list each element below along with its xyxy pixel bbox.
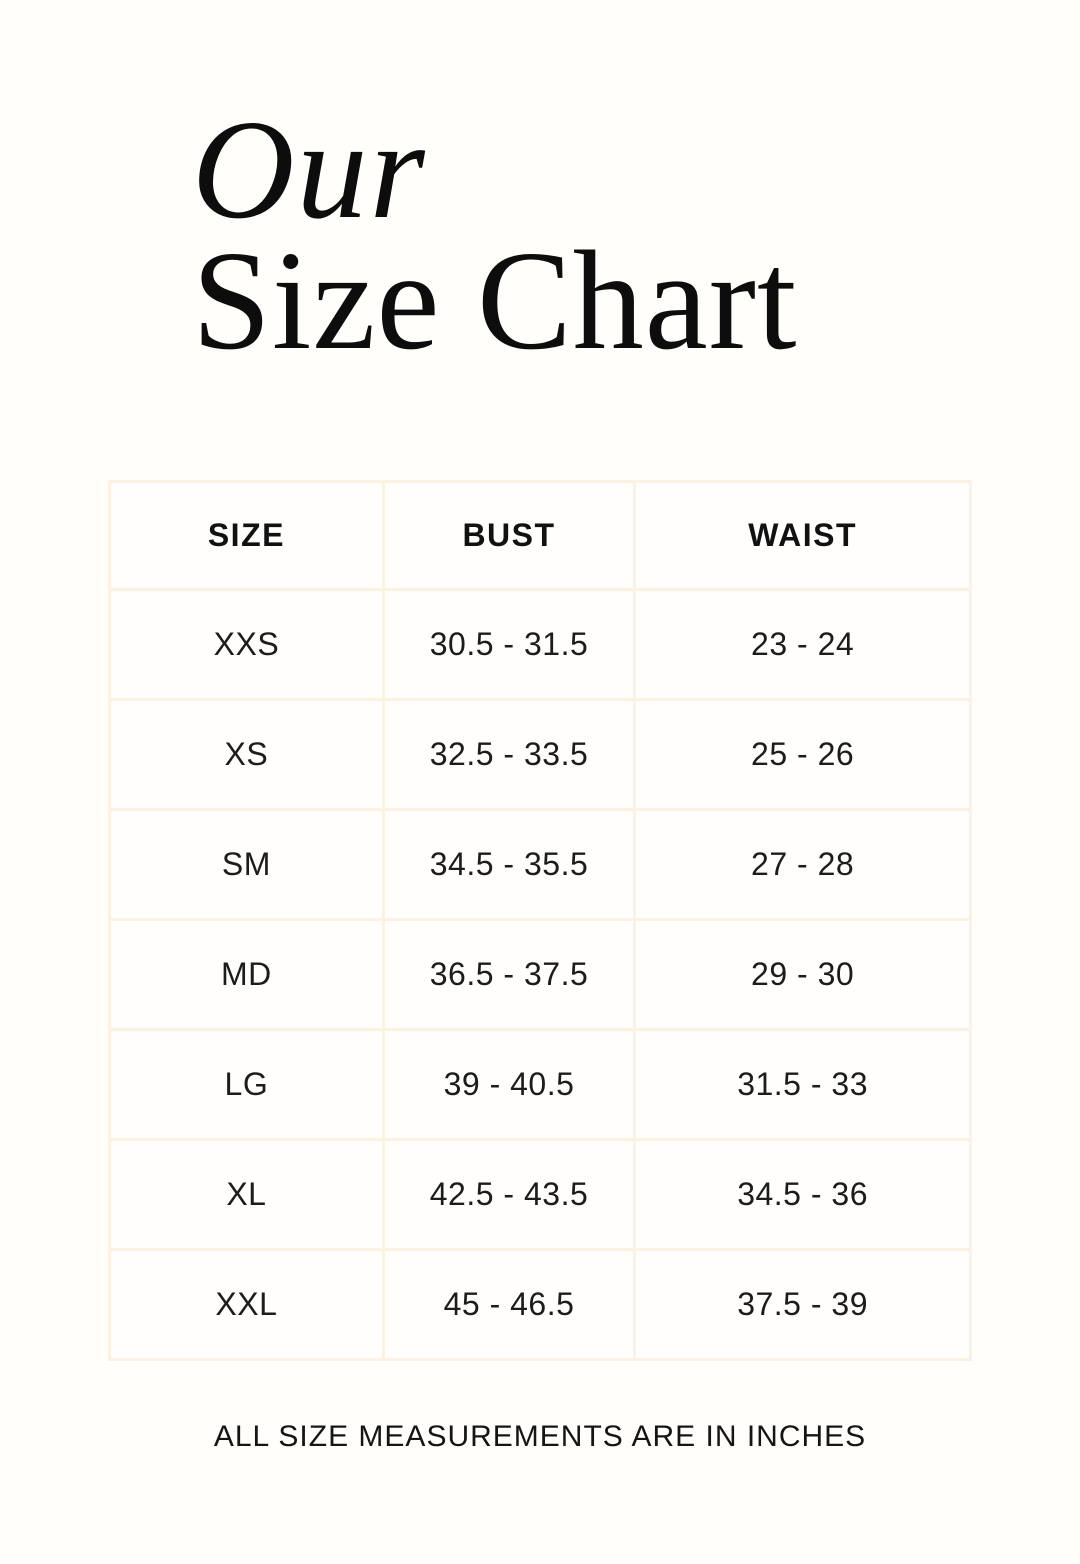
size-cell: LG xyxy=(108,1028,385,1141)
waist-cell: 37.5 - 39 xyxy=(633,1248,972,1361)
size-cell: XXS xyxy=(108,588,385,701)
bust-cell: 45 - 46.5 xyxy=(381,1248,637,1361)
bust-cell: 39 - 40.5 xyxy=(381,1028,637,1141)
waist-cell: 23 - 24 xyxy=(633,588,972,701)
title-line-our: Our xyxy=(192,90,427,248)
size-table: SIZE BUST WAIST XXS 30.5 - 31.5 23 - 24 XS 3… xyxy=(108,480,972,1361)
size-cell: SM xyxy=(108,808,385,921)
waist-cell: 27 - 28 xyxy=(633,808,972,921)
table-row: XS 32.5 - 33.5 25 - 26 xyxy=(108,698,972,811)
table-row: XXL 45 - 46.5 37.5 - 39 xyxy=(108,1248,972,1361)
title-line-size-chart: Size Chart xyxy=(192,221,798,379)
waist-cell: 25 - 26 xyxy=(633,698,972,811)
size-table-header-row: SIZE BUST WAIST xyxy=(108,480,972,591)
waist-cell: 31.5 - 33 xyxy=(633,1028,972,1141)
bust-cell: 36.5 - 37.5 xyxy=(381,918,637,1031)
size-cell: XS xyxy=(108,698,385,811)
bust-cell: 32.5 - 33.5 xyxy=(381,698,637,811)
bust-cell: 42.5 - 43.5 xyxy=(381,1138,637,1251)
table-row: XL 42.5 - 43.5 34.5 - 36 xyxy=(108,1138,972,1251)
size-table-body: XXS 30.5 - 31.5 23 - 24 XS 32.5 - 33.5 25 - 2… xyxy=(108,588,972,1361)
size-cell: MD xyxy=(108,918,385,1031)
size-cell: XL xyxy=(108,1138,385,1251)
waist-cell: 29 - 30 xyxy=(633,918,972,1031)
waist-cell: 34.5 - 36 xyxy=(633,1138,972,1251)
bust-cell: 34.5 - 35.5 xyxy=(381,808,637,921)
table-row: LG 39 - 40.5 31.5 - 33 xyxy=(108,1028,972,1141)
size-cell: XXL xyxy=(108,1248,385,1361)
page-title: Our Size Chart xyxy=(192,90,798,379)
table-row: SM 34.5 - 35.5 27 - 28 xyxy=(108,808,972,921)
footer-note: ALL SIZE MEASUREMENTS ARE IN INCHES xyxy=(213,1420,867,1453)
column-header-bust: BUST xyxy=(381,480,637,591)
table-row: MD 36.5 - 37.5 29 - 30 xyxy=(108,918,972,1031)
table-row: XXS 30.5 - 31.5 23 - 24 xyxy=(108,588,972,701)
column-header-size: SIZE xyxy=(108,480,385,591)
bust-cell: 30.5 - 31.5 xyxy=(381,588,637,701)
column-header-waist: WAIST xyxy=(633,480,972,591)
